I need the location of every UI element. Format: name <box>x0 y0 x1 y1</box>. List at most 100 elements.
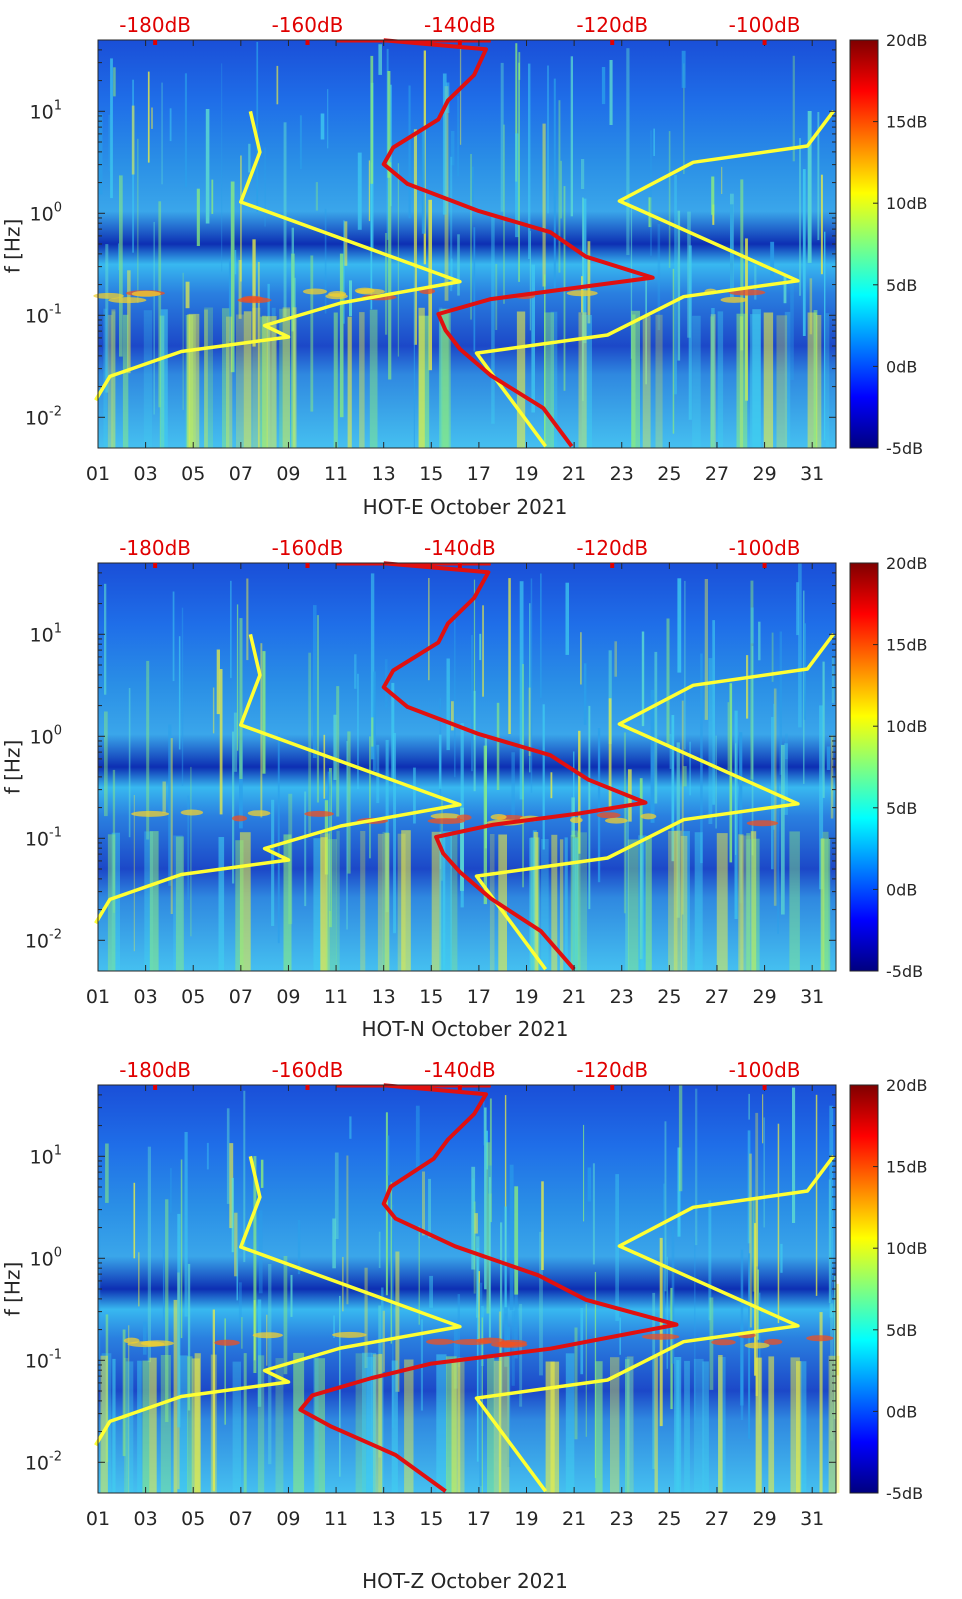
spectrogram-stripe <box>98 113 103 195</box>
spectrogram-stripe <box>240 155 242 282</box>
spectrogram-stripe <box>677 1147 681 1237</box>
microseism-hotspot <box>354 287 375 294</box>
top-db-label: -100dB <box>729 536 801 560</box>
spectrogram-stripe <box>119 175 123 357</box>
microseism-hotspot <box>332 1331 367 1338</box>
spectrogram-stripe <box>641 631 645 727</box>
spectrogram-block <box>313 838 322 971</box>
spectrogram-stripe <box>291 253 295 448</box>
microseism-hotspot <box>764 1338 783 1345</box>
spectrogram-stripe <box>514 1234 518 1359</box>
spectrogram-stripe <box>491 216 495 424</box>
microseism-hotspot <box>131 290 161 297</box>
spectrogram-block <box>625 1359 630 1493</box>
spectrogram-stripe <box>700 653 703 864</box>
spectrogram-stripe <box>243 1090 246 1263</box>
spectrogram-stripe <box>110 58 113 199</box>
y-axis-label: f [Hz] <box>1 740 25 795</box>
spectrogram-stripe <box>392 1205 394 1428</box>
spectrogram-stripe <box>232 731 235 884</box>
spectrogram-block <box>640 836 644 971</box>
spectrogram-stripe <box>165 1199 169 1422</box>
spectrogram-block <box>516 311 526 448</box>
spectrogram-stripe <box>592 1163 595 1265</box>
spectrogram-stripe <box>368 160 371 222</box>
spectrogram-stripe <box>385 739 389 913</box>
spectrogram-stripe <box>147 1146 151 1363</box>
spectrogram-stripe <box>817 112 820 241</box>
spectrogram-stripe <box>283 1256 288 1375</box>
spectrogram-block <box>188 313 200 448</box>
spectrogram-stripe <box>387 1135 390 1176</box>
colorbar-label: 10dB <box>886 717 928 736</box>
y-tick-label: 10-2 <box>25 404 62 429</box>
spectrogram-stripe <box>748 1093 750 1120</box>
spectrogram-block <box>436 1354 447 1493</box>
spectrogram-block <box>404 1359 414 1493</box>
spectrogram-stripe <box>740 179 744 351</box>
spectrogram-block <box>450 832 458 971</box>
spectrogram-stripe <box>391 682 395 782</box>
spectrogram-stripe <box>783 273 787 304</box>
spectrogram-stripe <box>471 635 473 772</box>
spectrogram-stripe <box>343 220 345 324</box>
spectrogram-stripe <box>509 1164 514 1311</box>
spectrogram-block <box>210 1354 217 1493</box>
psd-curves <box>94 38 836 448</box>
spectrogram-stripe <box>219 669 223 815</box>
spectrogram-stripe <box>522 664 524 888</box>
spectrogram-stripe <box>457 234 460 296</box>
spectrogram-stripe <box>473 690 476 792</box>
spectrogram-stripe <box>519 581 524 800</box>
spectrogram-block <box>384 833 390 971</box>
top-db-label: -160dB <box>272 1058 344 1082</box>
spectrogram-stripe <box>773 688 777 906</box>
spectrogram-block <box>529 837 536 971</box>
y-axis-label: f [Hz] <box>1 1262 25 1317</box>
spectrogram-block <box>776 315 788 448</box>
spectrogram-stripe <box>826 746 831 770</box>
spectrogram-stripe <box>459 40 462 145</box>
spectrogram-stripe <box>304 791 307 907</box>
spectrogram-block <box>790 1357 800 1493</box>
colorbar-label: 0dB <box>886 880 917 899</box>
spectrogram-stripe <box>483 1095 485 1146</box>
spectrogram-stripe <box>614 641 617 677</box>
spectrogram-stripe <box>752 1199 755 1292</box>
spectrogram-stripe <box>206 1142 209 1170</box>
spectrogram-block <box>439 832 446 971</box>
top-db-labels: -180dB -160dB -140dB -120dB -100dB <box>119 1058 800 1090</box>
spectrogram-block <box>369 309 378 448</box>
spectrogram-stripe <box>158 201 162 408</box>
spectrogram-stripe <box>688 245 692 420</box>
spectrogram-stripe <box>413 767 416 824</box>
spectrogram-block <box>736 313 748 448</box>
spectrogram-stripe <box>143 1321 147 1355</box>
spectrogram-stripe <box>390 84 392 207</box>
spectrogram-stripe <box>762 1094 764 1144</box>
spectrogram-stripe <box>583 1124 585 1222</box>
spectrogram-stripe <box>161 82 163 185</box>
spectrogram-stripe <box>151 107 153 129</box>
spectrogram-stripe <box>169 108 172 142</box>
spectrogram-stripe <box>378 44 382 75</box>
spectrogram-block <box>125 1361 134 1493</box>
spectrogram-stripe <box>758 1292 761 1424</box>
spectrogram-stripe <box>580 632 582 685</box>
spectrogram-block <box>693 1358 704 1493</box>
spectrogram-block <box>314 1358 325 1493</box>
spectrogram-block <box>768 1356 775 1493</box>
spectrogram-block <box>235 840 244 971</box>
top-db-labels: -180dB -160dB -140dB -120dB -100dB <box>119 13 800 45</box>
spectrogram-block <box>111 832 120 971</box>
spectrogram-stripe <box>582 197 584 401</box>
spectrogram-stripe <box>820 174 823 275</box>
spectrogram-stripe <box>677 578 682 673</box>
microseism-hotspot <box>490 814 507 820</box>
spectrogram-block <box>185 315 194 448</box>
spectrogram-block <box>789 831 800 971</box>
spectrogram-block <box>320 837 328 971</box>
spectrogram-block <box>442 831 452 971</box>
panel-hot-e: 01 03 05 07 09 11 13 15 17 19 21 23 25 27 29 31 10-210-… <box>1 13 928 519</box>
spectrogram-block <box>440 308 451 448</box>
